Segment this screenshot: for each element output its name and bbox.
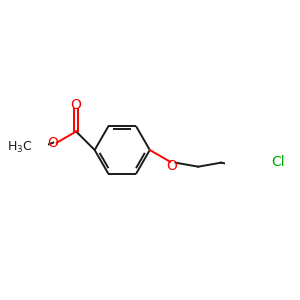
Text: O: O	[166, 159, 177, 173]
Text: H$_3$C: H$_3$C	[7, 140, 32, 155]
Text: O: O	[47, 136, 58, 150]
Text: Cl: Cl	[271, 155, 284, 169]
Text: O: O	[71, 98, 82, 112]
